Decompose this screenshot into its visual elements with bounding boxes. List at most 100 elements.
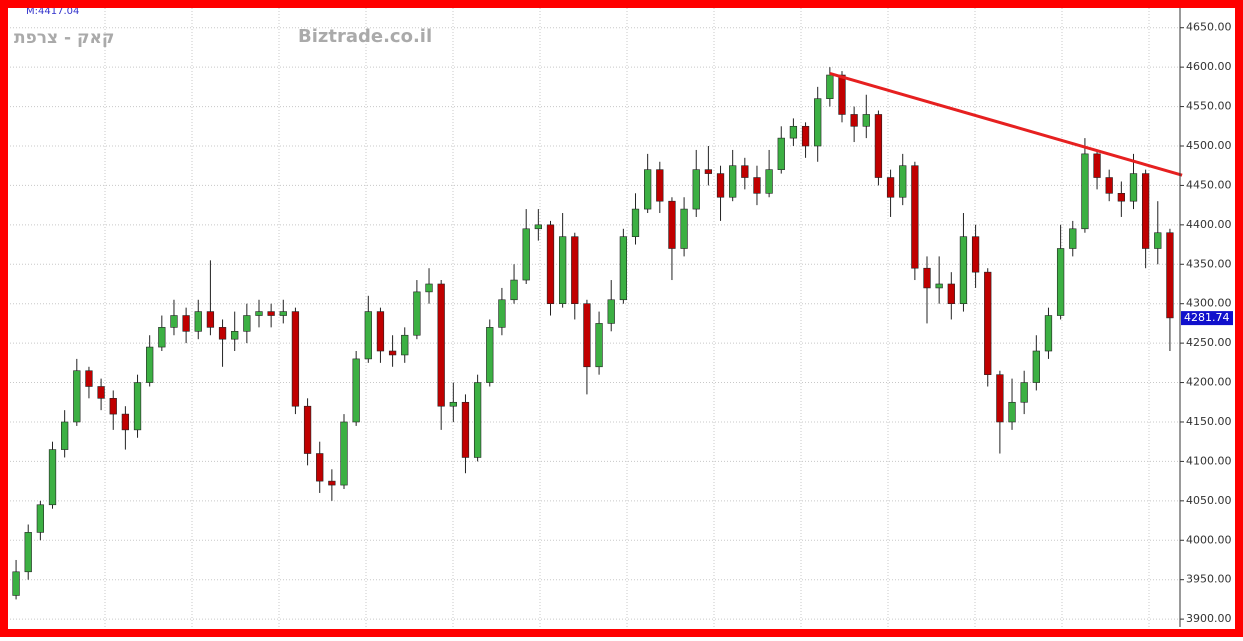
candle-body (461, 401, 470, 458)
candle-body (947, 283, 955, 305)
candle-body (352, 358, 360, 423)
candle-body (97, 386, 105, 399)
candle-body (1020, 382, 1028, 403)
candle-body (388, 350, 397, 356)
candle-body (328, 480, 336, 486)
last-value-box (1181, 311, 1233, 326)
candle-body (583, 303, 591, 368)
candle-body (340, 421, 348, 486)
candle-body (1008, 401, 1016, 423)
y-tick-label: 4650.00 (1186, 21, 1232, 34)
candle-body (716, 173, 725, 198)
candle-body (218, 327, 227, 340)
candle-body (498, 299, 506, 328)
y-tick-label: 3950.00 (1186, 573, 1232, 586)
candle-body (425, 283, 433, 293)
candle-body (133, 382, 142, 431)
y-tick-label: 4400.00 (1186, 218, 1232, 231)
candle-body (704, 169, 713, 174)
corner-label: M:4417.04 (26, 6, 79, 17)
candle-body (1105, 177, 1113, 194)
candle-body (364, 311, 372, 360)
candle-body (862, 114, 870, 127)
candle-body (48, 449, 57, 506)
candle-body (486, 327, 494, 383)
candle-body (668, 200, 676, 249)
candle-body (170, 315, 178, 328)
candle-body (1032, 350, 1040, 383)
candle-body (1154, 232, 1162, 249)
candle-body (61, 421, 69, 450)
watermark: Biztrade.co.il (298, 26, 432, 47)
y-tick-label: 4550.00 (1186, 100, 1232, 113)
candle-body (911, 165, 919, 269)
candle-body (801, 125, 810, 147)
candle-body (680, 208, 688, 249)
candle-body (886, 177, 895, 198)
candle-body (182, 315, 190, 332)
candle-body (510, 279, 518, 301)
candle-body (814, 98, 822, 147)
y-tick-label: 4600.00 (1186, 60, 1232, 73)
candle-body (753, 177, 761, 194)
y-tick-label: 4000.00 (1186, 533, 1232, 546)
candle-body (267, 311, 275, 316)
y-tick-label: 3900.00 (1186, 612, 1232, 625)
candle-body (522, 228, 530, 281)
candle-body (109, 398, 117, 415)
candle-body (401, 334, 409, 356)
candle-body (291, 311, 300, 407)
candle-body (413, 291, 421, 336)
y-tick-label: 4150.00 (1186, 415, 1232, 428)
candle-body (1081, 153, 1089, 230)
candle-body (789, 125, 798, 139)
candle-body (850, 114, 858, 127)
candle-body (546, 224, 555, 305)
candle-body (316, 453, 324, 482)
candle-body (571, 236, 579, 305)
candle-body (1129, 173, 1138, 202)
plot: 3900.00 3950.00 4000.00 4050.00 4100.00 4150.… (10, 21, 1233, 625)
candle-body (1069, 228, 1077, 249)
candle-body (692, 169, 700, 210)
candle-body (729, 165, 737, 198)
y-tick-label: 4300.00 (1186, 297, 1232, 310)
y-tick-label: 4450.00 (1186, 178, 1232, 191)
candle-body (996, 374, 1004, 423)
candle-body (376, 311, 385, 352)
candle-body (85, 370, 93, 387)
candle-body (971, 236, 980, 273)
candle-body (874, 114, 883, 178)
trendline (829, 72, 1183, 177)
chart-title: קאק - צרפת (14, 28, 114, 48)
candle-body (1093, 153, 1101, 178)
candle-body (1056, 248, 1065, 316)
candle-body (619, 236, 628, 301)
candle-body (558, 236, 567, 305)
candle-body (24, 532, 32, 573)
candle-body (255, 311, 263, 316)
y-tick-label: 4200.00 (1186, 376, 1232, 389)
candle-body (923, 267, 931, 289)
candle-body (1117, 193, 1125, 202)
candle-body (146, 346, 154, 383)
candle-body (656, 169, 664, 202)
y-tick-label: 4250.00 (1186, 336, 1232, 349)
candle-body (534, 224, 542, 230)
candle-body (12, 571, 20, 596)
last-value-label: 4281.74 (1184, 311, 1230, 324)
candle-body (777, 137, 785, 170)
candle-body (1044, 315, 1053, 352)
candle-body (644, 169, 652, 210)
candle-body (959, 236, 968, 305)
candle-body (73, 370, 81, 423)
candle-body (838, 74, 846, 115)
candle-body (1141, 173, 1150, 249)
candle-body (303, 405, 312, 454)
candle-body (595, 323, 603, 368)
y-tick-label: 4500.00 (1186, 139, 1232, 152)
candle-body (741, 165, 749, 178)
candle-body (158, 327, 166, 348)
